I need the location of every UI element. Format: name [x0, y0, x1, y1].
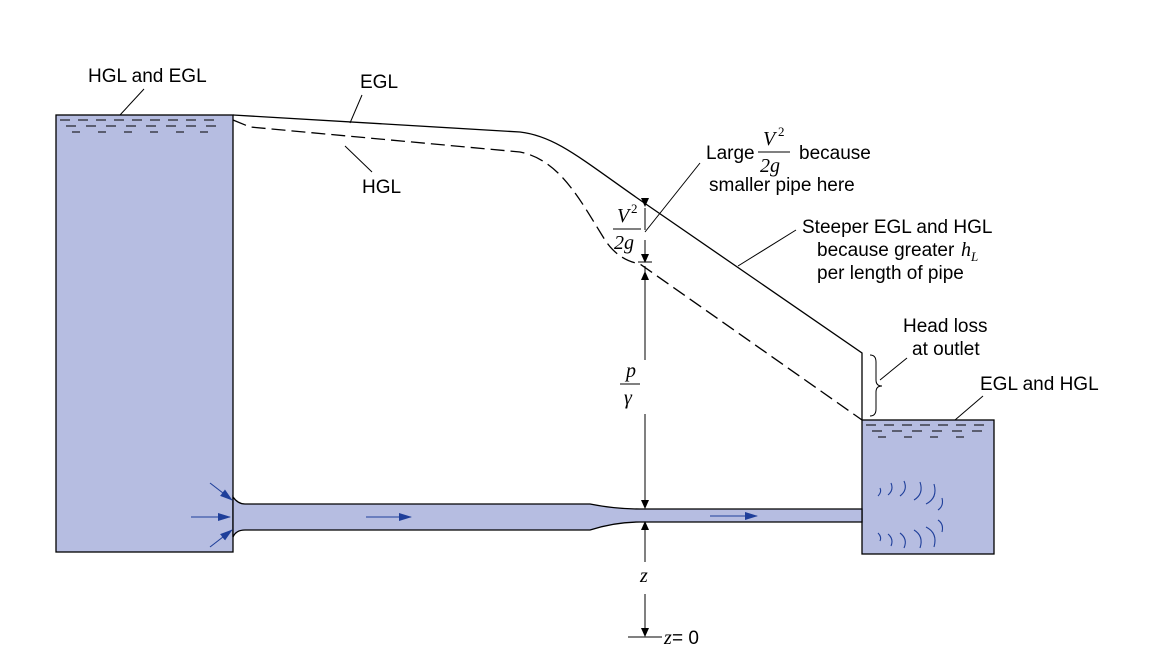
label-egl: EGL [360, 72, 398, 93]
egl-leader [349, 94, 363, 124]
label-egl-and-hgl: EGL and HGL [980, 374, 1099, 395]
outlet-jet-ripples [877, 480, 944, 549]
downstream-reservoir [861, 419, 995, 555]
label-steeper-hl-sub: L [970, 249, 978, 264]
elevation-head-label: z [639, 565, 648, 587]
svg-text:= 0: = 0 [672, 628, 699, 649]
downstream-water-surface-hatch [866, 424, 984, 438]
pipe [232, 494, 863, 538]
label-head-loss-line1: Head loss [903, 316, 988, 337]
datum-label: z = 0 [663, 627, 699, 649]
label-because: because [799, 143, 871, 164]
downstream-reservoir-water [861, 419, 995, 555]
svg-text:2g: 2g [614, 232, 634, 254]
velocity-head-fraction: V 2 2g [613, 201, 641, 254]
label-hgl: HGL [362, 177, 401, 198]
pressure-head-fraction: p γ [620, 360, 640, 409]
head-loss-leader [879, 357, 908, 381]
hgl-leader [344, 145, 373, 173]
velocity-head-fraction-callout: V 2 2g [758, 124, 790, 177]
hgl-line [232, 119, 863, 421]
label-steeper-line1: Steeper EGL and HGL [802, 217, 992, 238]
hgl-and-egl-leader [119, 88, 145, 116]
label-steeper-hl-h: h [961, 239, 971, 261]
svg-text:p: p [624, 360, 636, 382]
upstream-reservoir-water [55, 114, 234, 553]
label-steeper-line3: per length of pipe [817, 263, 964, 284]
head-dimension-line [628, 198, 662, 638]
head-loss-brace [869, 354, 883, 417]
svg-text:2: 2 [631, 201, 638, 216]
egl-line [232, 114, 863, 420]
svg-text:γ: γ [624, 387, 633, 409]
svg-text:V: V [617, 205, 632, 227]
label-hgl-and-egl: HGL and EGL [88, 66, 207, 87]
large-velocity-head-leader [644, 162, 701, 233]
egl-and-hgl-leader [954, 395, 984, 421]
entrance-flow-arrows [191, 482, 233, 548]
upstream-water-surface-hatch [60, 119, 216, 133]
svg-text:V: V [763, 128, 778, 150]
upstream-reservoir [55, 114, 234, 553]
steeper-leader [737, 229, 797, 267]
svg-text:2: 2 [778, 124, 785, 139]
svg-text:z: z [663, 627, 672, 649]
svg-text:2g: 2g [760, 155, 780, 177]
label-steeper-line2: because greater [817, 240, 955, 261]
label-large: Large [706, 143, 755, 164]
label-head-loss-line2: at outlet [912, 339, 980, 360]
label-smaller-pipe-here: smaller pipe here [709, 175, 855, 196]
